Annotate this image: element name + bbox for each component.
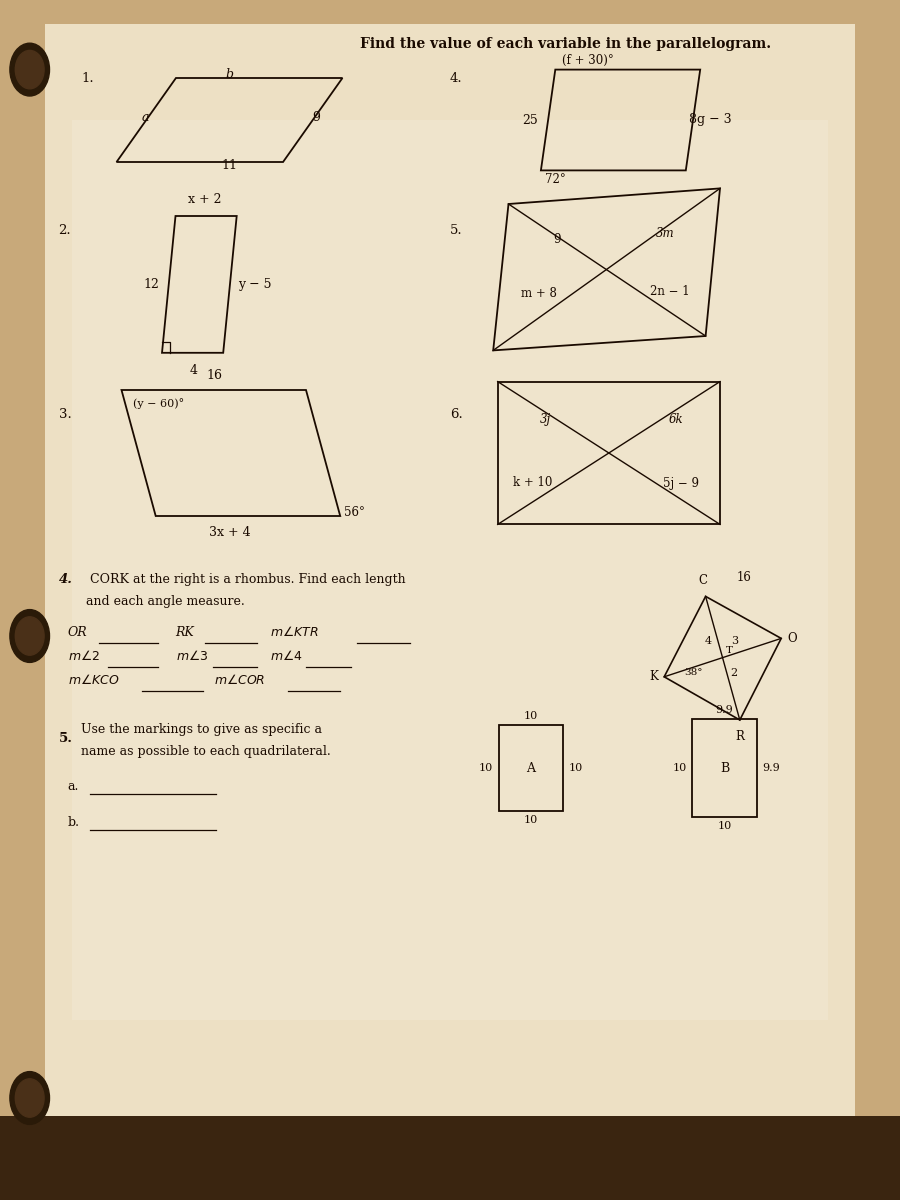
Text: 10: 10 (524, 815, 538, 824)
Text: 2n − 1: 2n − 1 (650, 284, 689, 298)
Circle shape (10, 610, 49, 662)
Text: $m\angle KTR$: $m\angle KTR$ (270, 625, 319, 640)
Text: b: b (226, 68, 233, 80)
Text: 72°: 72° (545, 173, 566, 186)
Text: $m\angle 3$: $m\angle 3$ (176, 649, 208, 664)
Text: m + 8: m + 8 (521, 287, 557, 300)
Text: 6k: 6k (669, 413, 684, 426)
Text: 56°: 56° (344, 506, 364, 520)
Text: k + 10: k + 10 (513, 476, 552, 490)
Text: 6.: 6. (450, 408, 463, 420)
Text: OR: OR (68, 626, 87, 638)
Text: 9: 9 (554, 233, 561, 246)
FancyBboxPatch shape (72, 120, 828, 1020)
Circle shape (10, 1072, 49, 1124)
Circle shape (10, 43, 49, 96)
Text: RK: RK (176, 626, 194, 638)
Text: name as possible to each quadrilateral.: name as possible to each quadrilateral. (81, 745, 331, 757)
Text: $m\angle 4$: $m\angle 4$ (270, 649, 302, 664)
Text: 3m: 3m (656, 227, 675, 240)
FancyBboxPatch shape (45, 24, 855, 1164)
Text: 25: 25 (522, 114, 538, 126)
Text: $m\angle KCO$: $m\angle KCO$ (68, 673, 119, 688)
Text: 4: 4 (705, 636, 712, 647)
Text: O: O (788, 632, 797, 644)
Text: 16: 16 (206, 368, 222, 382)
Text: 12: 12 (143, 278, 159, 290)
Text: C: C (698, 574, 707, 587)
Text: 4.: 4. (450, 72, 463, 84)
Circle shape (15, 617, 44, 655)
Text: 3x + 4: 3x + 4 (209, 526, 250, 539)
Text: 2.: 2. (58, 224, 71, 236)
Text: K: K (649, 671, 658, 683)
Text: 4.: 4. (58, 574, 72, 586)
Text: 10: 10 (717, 821, 732, 830)
Text: 10: 10 (672, 763, 687, 773)
Text: Use the markings to give as specific a: Use the markings to give as specific a (81, 724, 322, 736)
Text: Find the value of each variable in the parallelogram.: Find the value of each variable in the p… (360, 37, 771, 52)
Text: 3: 3 (731, 636, 738, 647)
Text: 9.9: 9.9 (716, 706, 733, 715)
Text: a.: a. (68, 780, 79, 792)
Text: 1.: 1. (81, 72, 94, 84)
Text: 10: 10 (524, 712, 538, 721)
Text: 38°: 38° (684, 668, 703, 677)
Text: 9.9: 9.9 (762, 763, 780, 773)
Text: x + 2: x + 2 (188, 193, 222, 206)
Circle shape (15, 50, 44, 89)
Text: B: B (720, 762, 729, 774)
Text: 10: 10 (569, 763, 583, 773)
Circle shape (15, 1079, 44, 1117)
Text: 3j: 3j (540, 413, 552, 426)
Text: y − 5: y − 5 (238, 278, 272, 290)
Text: 2: 2 (730, 667, 737, 678)
Text: $m\angle 2$: $m\angle 2$ (68, 649, 100, 664)
Text: 10: 10 (479, 763, 493, 773)
Text: 4: 4 (190, 364, 197, 377)
Text: 5.: 5. (58, 732, 73, 744)
Text: 11: 11 (221, 160, 238, 172)
Text: 16: 16 (737, 571, 752, 584)
Text: b.: b. (68, 816, 79, 828)
Text: A: A (526, 762, 536, 774)
Text: (y − 60)°: (y − 60)° (133, 398, 184, 409)
Text: 9: 9 (312, 112, 320, 124)
FancyBboxPatch shape (0, 1116, 900, 1200)
Text: 3.: 3. (58, 408, 71, 420)
Text: 5j − 9: 5j − 9 (662, 476, 699, 490)
Text: R: R (735, 730, 744, 743)
Text: $m\angle COR$: $m\angle COR$ (214, 673, 266, 688)
Text: T: T (725, 646, 733, 655)
Text: 5.: 5. (450, 224, 463, 236)
Text: 8g − 3: 8g − 3 (689, 114, 732, 126)
Text: (f + 30)°: (f + 30)° (562, 54, 614, 67)
Text: and each angle measure.: and each angle measure. (86, 595, 244, 607)
Text: a: a (142, 112, 149, 124)
Text: CORK at the right is a rhombus. Find each length: CORK at the right is a rhombus. Find eac… (86, 574, 405, 586)
